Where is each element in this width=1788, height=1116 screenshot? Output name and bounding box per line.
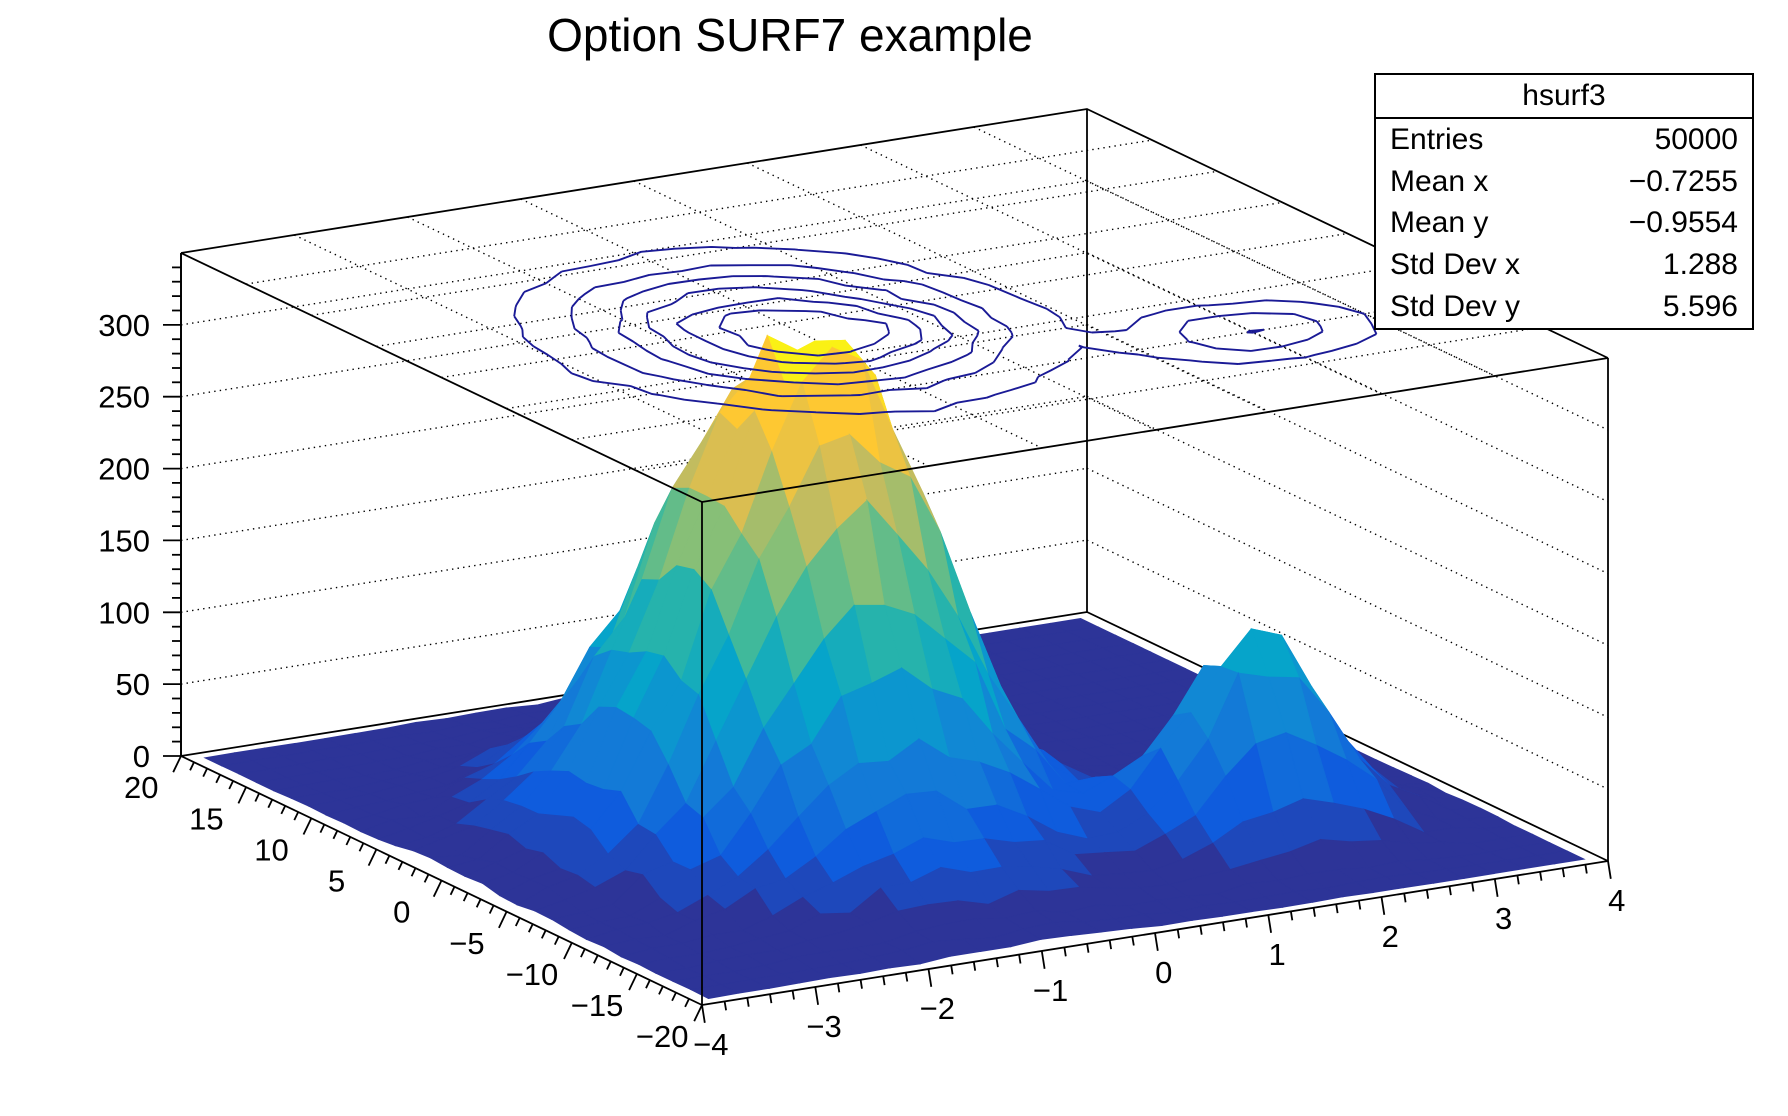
stats-label: Mean x bbox=[1390, 164, 1489, 198]
z-axis-tick-label: 150 bbox=[98, 523, 150, 558]
y-axis-tick-label: 5 bbox=[328, 864, 345, 899]
y-axis-tick-label: 0 bbox=[393, 895, 410, 930]
stats-label: Mean y bbox=[1390, 206, 1489, 240]
stats-box-title: hsurf3 bbox=[1376, 75, 1752, 119]
x-axis-tick-label: 1 bbox=[1268, 937, 1285, 972]
x-axis-tick-label: 2 bbox=[1382, 919, 1399, 954]
contour-line bbox=[513, 245, 1378, 415]
stats-label: Entries bbox=[1390, 122, 1484, 156]
z-axis-tick-label: 50 bbox=[116, 667, 150, 702]
stats-value: 1.288 bbox=[1662, 247, 1738, 281]
surface-facet bbox=[689, 984, 741, 999]
x-axis-tick-label: 4 bbox=[1608, 883, 1625, 918]
stats-row-entries: Entries 50000 bbox=[1376, 119, 1752, 161]
stats-label: Std Dev x bbox=[1390, 247, 1521, 281]
y-axis-tick-label: −10 bbox=[506, 957, 559, 992]
frame-front-box bbox=[180, 252, 1609, 1005]
stats-value: −0.9554 bbox=[1628, 206, 1738, 240]
chart-title: Option SURF7 example bbox=[547, 9, 1033, 61]
stats-row-std-dev-y: Std Dev y 5.596 bbox=[1376, 286, 1752, 328]
z-axis-tick-label: 300 bbox=[98, 308, 150, 343]
x-axis: −4 −3 −2 −1 0 1 2 3 4 bbox=[693, 860, 1625, 1062]
y-axis: 20 15 10 5 0 −5 −10 −15 −20 bbox=[124, 755, 703, 1054]
stats-value: −0.7255 bbox=[1628, 164, 1738, 198]
y-axis-tick-label: 10 bbox=[254, 833, 288, 868]
y-axis-tick-label: −20 bbox=[636, 1019, 689, 1054]
top-contour-projection bbox=[513, 245, 1378, 415]
x-axis-tick-label: 3 bbox=[1495, 901, 1512, 936]
stats-label: Std Dev y bbox=[1390, 289, 1521, 323]
stats-row-mean-x: Mean x −0.7255 bbox=[1376, 161, 1752, 203]
z-axis-tick-label: 250 bbox=[98, 380, 150, 415]
z-axis: 0 50 100 150 200 250 300 bbox=[98, 253, 182, 774]
z-axis-tick-label: 0 bbox=[133, 739, 150, 774]
stats-box[interactable]: hsurf3 Entries 50000 Mean x −0.7255 Mean… bbox=[1374, 73, 1754, 330]
contour-line bbox=[718, 309, 890, 357]
y-axis-tick-label: 20 bbox=[124, 770, 158, 805]
stats-value: 5.596 bbox=[1662, 289, 1738, 323]
x-axis-tick-label: −4 bbox=[693, 1027, 728, 1062]
contour-line bbox=[646, 286, 954, 375]
contour-line bbox=[570, 264, 1324, 398]
x-axis-tick-label: 0 bbox=[1155, 955, 1172, 990]
grid-dotted bbox=[180, 126, 1609, 790]
surface-mesh bbox=[203, 334, 1586, 999]
x-axis-tick-label: −3 bbox=[806, 1009, 841, 1044]
y-axis-tick-label: 15 bbox=[189, 801, 223, 836]
y-axis-tick-label: −15 bbox=[571, 988, 624, 1023]
stats-value: 50000 bbox=[1654, 122, 1738, 156]
z-axis-tick-label: 100 bbox=[98, 595, 150, 630]
x-axis-tick-label: −2 bbox=[920, 991, 955, 1026]
stats-row-mean-y: Mean y −0.9554 bbox=[1376, 202, 1752, 244]
contour-line bbox=[617, 275, 1265, 386]
stats-row-std-dev-x: Std Dev x 1.288 bbox=[1376, 244, 1752, 286]
contour-line bbox=[675, 297, 923, 365]
y-axis-tick-label: −5 bbox=[449, 926, 484, 961]
x-axis-tick-label: −1 bbox=[1033, 973, 1068, 1008]
z-axis-tick-label: 200 bbox=[98, 452, 150, 487]
